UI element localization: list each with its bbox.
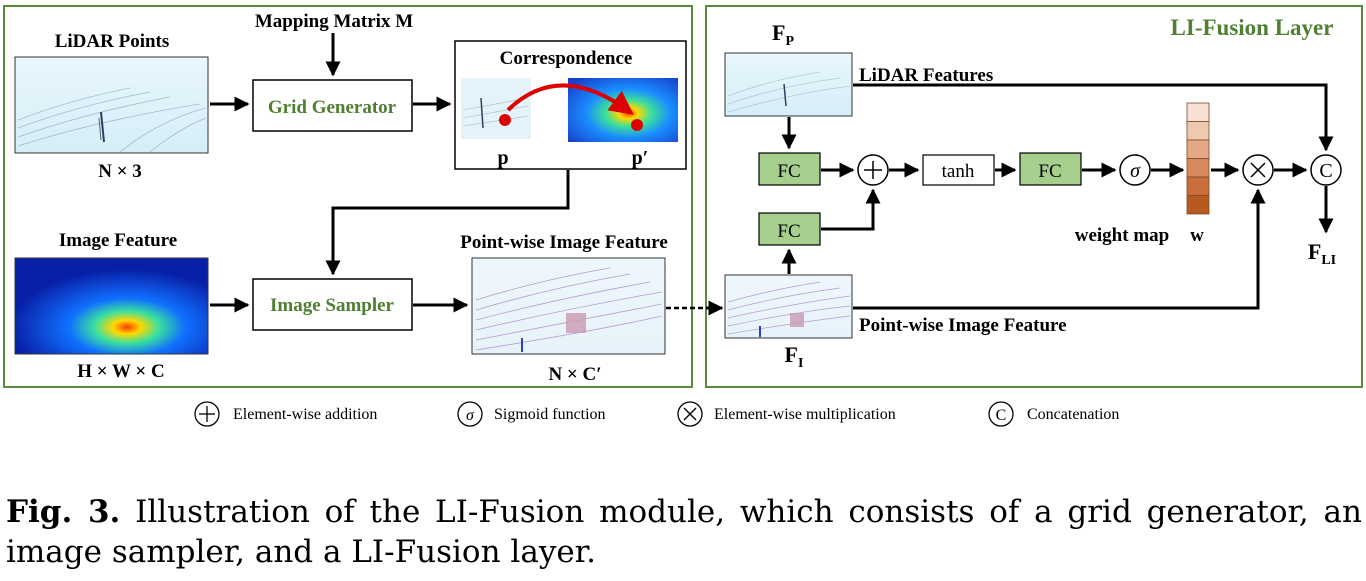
figure-caption: Fig. 3. Illustration of the LI-Fusion mo… — [6, 492, 1362, 572]
times-operator-icon — [1242, 154, 1274, 186]
fp-lidar-image — [724, 52, 853, 117]
grid-generator-label: Grid Generator — [268, 97, 397, 118]
caption-text: Illustration of the LI-Fusion module, wh… — [6, 494, 1362, 570]
legend-symbol-sigmoid: σ — [466, 407, 475, 424]
left-panel — [3, 5, 693, 388]
fi-pointwise-image — [724, 274, 853, 339]
weight-map-cell — [1186, 102, 1210, 122]
lidar-points-label: LiDAR Points — [55, 31, 170, 52]
right-arrows — [781, 83, 1334, 310]
fp-label: FP — [772, 20, 794, 49]
correspondence-label: Correspondence — [500, 48, 633, 69]
tanh-label: tanh — [942, 161, 975, 182]
right-panel — [705, 5, 1363, 388]
legend-item-concatenation: C Concatenation — [988, 401, 1119, 427]
fc-label-right: FC — [1038, 161, 1061, 182]
image-feature-heatmap — [14, 257, 209, 355]
weight-map-label: weight map — [1075, 225, 1169, 246]
legend-text-multiplication: Element-wise multiplication — [714, 406, 896, 423]
weight-map-cell — [1186, 158, 1210, 178]
legend-symbol-concat: C — [996, 407, 1007, 424]
legend-text-addition: Element-wise addition — [233, 406, 377, 423]
point-p-marker — [499, 114, 511, 126]
correspondence-lidar-thumb — [461, 78, 531, 139]
li-fusion-diagram: Mapping Matrix M LiDAR Points N × 3 Grid… — [3, 5, 1363, 427]
legend-text-sigmoid: Sigmoid function — [494, 406, 606, 423]
p-label: p — [497, 147, 508, 169]
weight-map-cell — [1186, 121, 1210, 141]
weight-map-cell — [1186, 139, 1210, 159]
fc-box-top: FC — [758, 152, 821, 186]
panel-title: LI-Fusion Layer — [1171, 15, 1334, 40]
image-feature-dim: H × W × C — [77, 361, 164, 382]
fc-box-bottom: FC — [758, 212, 821, 246]
legend-item-addition: Element-wise addition — [194, 401, 377, 427]
weight-map-cell — [1186, 176, 1210, 196]
fc-label-bottom: FC — [777, 221, 800, 242]
fli-label: FLI — [1308, 239, 1336, 268]
image-sampler-box — [252, 278, 413, 331]
pointwise-feature-dim-left: N × C′ — [548, 364, 601, 385]
point-p-prime-marker — [631, 119, 643, 131]
p-prime-label: p′ — [632, 147, 649, 169]
lidar-points-dim: N × 3 — [98, 161, 142, 182]
left-arrows — [210, 33, 570, 313]
pointwise-feature-label-right: Point-wise Image Feature — [859, 315, 1067, 336]
legend-item-multiplication: Element-wise multiplication — [677, 401, 896, 427]
mapping-matrix-label: Mapping Matrix M — [255, 11, 413, 32]
fi-label: FI — [785, 342, 804, 371]
plus-operator-icon — [857, 154, 889, 186]
pointwise-feature-label-left: Point-wise Image Feature — [460, 232, 668, 253]
fc-label-top: FC — [777, 161, 800, 182]
legend: Element-wise addition σ Sigmoid function… — [194, 401, 1119, 427]
concat-symbol: C — [1319, 160, 1332, 182]
legend-text-concatenation: Concatenation — [1027, 406, 1119, 423]
fc-box-right: FC — [1019, 152, 1082, 186]
w-label: w — [1190, 225, 1204, 246]
image-sampler-label: Image Sampler — [270, 295, 395, 316]
caption-fig-number: Fig. 3. — [6, 494, 121, 530]
concat-operator-icon: C — [1310, 154, 1342, 186]
correspondence-arrow — [506, 83, 634, 115]
legend-item-sigmoid: σ Sigmoid function — [457, 401, 606, 427]
weight-map-column — [1186, 102, 1210, 215]
sigma-operator-icon: σ — [1119, 154, 1151, 186]
sigma-symbol: σ — [1130, 160, 1141, 182]
image-feature-label: Image Feature — [59, 230, 177, 251]
lidar-points-image — [14, 56, 209, 154]
tanh-box: tanh — [922, 154, 995, 186]
grid-generator-box — [252, 79, 413, 132]
pointwise-feature-image-left — [471, 257, 666, 355]
lidar-features-label: LiDAR Features — [859, 65, 993, 86]
weight-map-cell — [1186, 195, 1210, 215]
